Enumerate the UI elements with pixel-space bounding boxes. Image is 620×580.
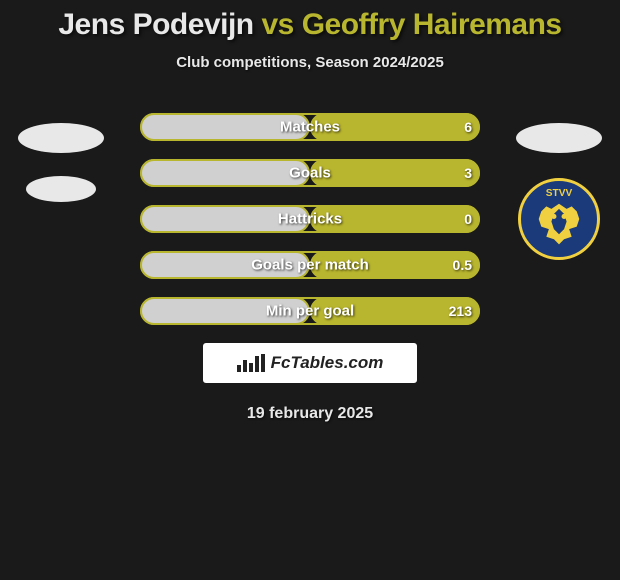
stat-value-right: 0.5 [453,257,472,273]
stats-list: Matches 6 Goals 3 Hattricks 0 Goals per match 0… [0,113,620,325]
stat-label: Goals per match [251,257,369,274]
stat-row: Matches 6 [140,113,480,141]
subtitle: Club competitions, Season 2024/2025 [0,54,620,71]
bar-chart-icon [237,354,265,372]
page-title: Jens Podevijn vs Geoffry Hairemans [0,8,620,42]
brand-text: FcTables.com [271,353,384,373]
stat-row: Goals per match 0.5 [140,251,480,279]
vs-text: vs [261,8,293,41]
stat-row: Hattricks 0 [140,205,480,233]
player1-name: Jens Podevijn [58,8,253,41]
stat-bar-right [310,159,480,187]
stat-value-right: 0 [464,211,472,227]
stat-value-right: 3 [464,165,472,181]
stat-value-right: 213 [449,303,472,319]
stat-label: Min per goal [266,303,354,320]
stat-label: Hattricks [278,211,342,228]
stat-row: Min per goal 213 [140,297,480,325]
brand-badge[interactable]: FcTables.com [203,343,417,383]
stat-bar-left [140,159,310,187]
stat-row: Goals 3 [140,159,480,187]
player2-name: Geoffry Hairemans [302,8,562,41]
date-label: 19 february 2025 [0,405,620,423]
stat-value-right: 6 [464,119,472,135]
stat-label: Matches [280,119,340,136]
stat-label: Goals [289,165,331,182]
comparison-widget: Jens Podevijn vs Geoffry Hairemans Club … [0,0,620,423]
